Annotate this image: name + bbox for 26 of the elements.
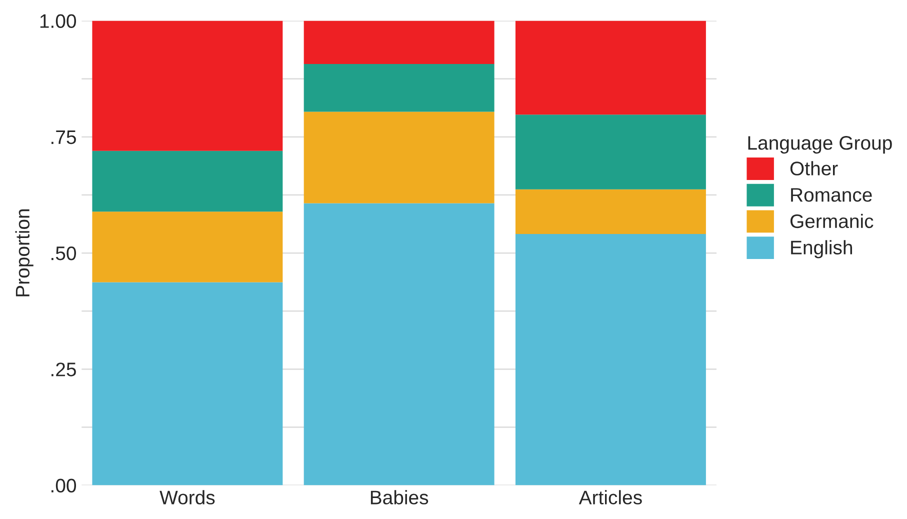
- x-tick-label: Articles: [578, 490, 642, 504]
- y-tick-label: .75: [52, 130, 76, 144]
- x-tick-label: Babies: [370, 490, 428, 504]
- bar: [304, 203, 494, 486]
- bar: [515, 189, 706, 234]
- y-tick-label: .00: [52, 478, 76, 492]
- bar: [92, 150, 283, 212]
- legend-label: Germanic: [790, 214, 874, 228]
- bar: [304, 20, 494, 64]
- bar: [304, 112, 494, 204]
- legend-label: English: [791, 240, 852, 258]
- y-tick-label: .25: [52, 362, 76, 376]
- bar: [515, 114, 706, 190]
- y-tick-label: .50: [52, 246, 76, 260]
- legend-label: Other: [790, 161, 838, 176]
- bar: [515, 234, 706, 486]
- bar: [304, 64, 494, 112]
- legend-title: Language Group: [748, 136, 892, 154]
- y-axis-title: Proportion: [15, 209, 34, 296]
- bar: [92, 20, 283, 151]
- y-tick-label: 1.00: [40, 14, 76, 28]
- legend-label: Romance: [791, 188, 872, 202]
- bar: [92, 282, 283, 486]
- x-tick-label: Words: [160, 490, 215, 504]
- bar: [92, 212, 283, 282]
- bar: [515, 20, 706, 115]
